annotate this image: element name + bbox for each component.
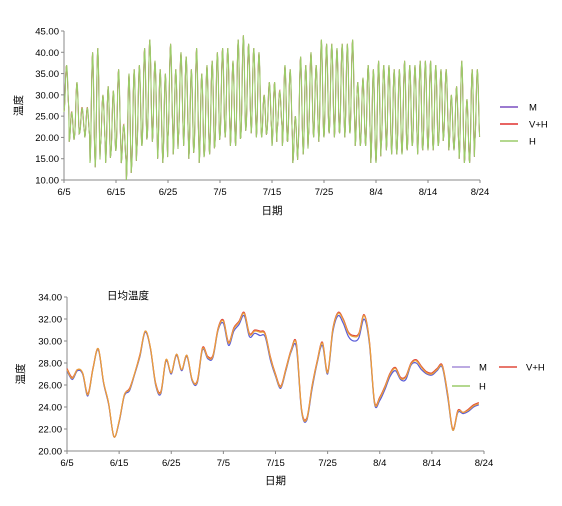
x-tick-label: 7/15 — [263, 187, 282, 198]
y-tick-label: 34.00 — [38, 293, 62, 304]
series-group — [66, 311, 480, 438]
x-tick-label: 8/14 — [419, 187, 438, 198]
y-tick-label: 24.00 — [38, 403, 62, 414]
series-line-h — [66, 312, 480, 438]
series-line-m — [66, 314, 480, 438]
legend-label: V+H — [526, 363, 545, 374]
y-tick-labels: 20.00 22.00 24.00 26.00 28.00 30.00 32.00 34.00 — [38, 293, 67, 458]
series-line-v-h — [66, 311, 480, 438]
y-tick-label: 32.00 — [38, 315, 62, 326]
y-tick-label: 25.00 — [35, 112, 59, 123]
legend-label: H — [529, 137, 536, 148]
x-tick-label: 7/5 — [213, 187, 226, 198]
y-tick-label: 20.00 — [35, 133, 59, 144]
y-tick-label: 40.00 — [35, 48, 59, 59]
x-axis-label: 日期 — [262, 205, 283, 217]
y-tick-labels: 10.00 15.00 20.00 25.00 30.00 35.00 40.00 45.00 — [35, 27, 64, 187]
y-tick-label: 30.00 — [38, 337, 62, 348]
chart-hourly-temperature: 10.00 15.00 20.00 25.00 30.00 35.00 40.00 45.00… — [12, 27, 548, 218]
x-tick-label: 8/4 — [373, 458, 386, 469]
chart-daily-mean-temperature: 日均温度 20.00 22.00 24.00 26.00 28.00 30.00 32.00… — [14, 289, 545, 487]
x-tick-labels: 6/5 6/15 6/25 7/5 7/15 7/25 8/4 8/14 8/24 — [57, 180, 489, 198]
x-tick-labels: 6/5 6/15 6/25 7/5 7/15 7/25 8/4 8/14 8/24 — [60, 451, 493, 469]
y-tick-label: 26.00 — [38, 381, 62, 392]
x-tick-label: 8/24 — [471, 187, 490, 198]
x-tick-label: 7/15 — [266, 458, 285, 469]
series-group — [63, 35, 481, 181]
y-axis-label: 温度 — [12, 95, 25, 116]
legend-label: H — [479, 382, 486, 393]
y-tick-label: 30.00 — [35, 90, 59, 101]
chart-title: 日均温度 — [107, 289, 149, 302]
y-tick-label: 28.00 — [38, 359, 62, 370]
x-tick-label: 8/14 — [423, 458, 442, 469]
x-tick-label: 6/5 — [60, 458, 73, 469]
legend: M V+H H — [500, 103, 548, 148]
x-tick-label: 7/25 — [315, 187, 334, 198]
x-tick-label: 8/24 — [475, 458, 494, 469]
x-tick-label: 6/15 — [110, 458, 129, 469]
y-tick-label: 15.00 — [35, 154, 59, 165]
legend: M V+H H — [452, 363, 545, 393]
y-tick-label: 10.00 — [35, 176, 59, 187]
x-tick-label: 6/25 — [159, 187, 178, 198]
series-line-h — [63, 35, 481, 181]
y-tick-label: 22.00 — [38, 425, 62, 436]
y-tick-label: 20.00 — [38, 447, 62, 458]
y-axis-label: 温度 — [14, 363, 27, 384]
legend-label: M — [529, 103, 537, 114]
legend-label: M — [479, 363, 487, 374]
x-tick-label: 8/4 — [369, 187, 382, 198]
x-tick-label: 6/25 — [162, 458, 181, 469]
x-axis-label: 日期 — [265, 475, 286, 487]
x-tick-label: 7/5 — [217, 458, 230, 469]
y-tick-label: 35.00 — [35, 69, 59, 80]
y-tick-label: 45.00 — [35, 27, 59, 38]
x-tick-label: 6/5 — [57, 187, 70, 198]
x-tick-label: 6/15 — [107, 187, 126, 198]
x-tick-label: 7/25 — [318, 458, 337, 469]
legend-label: V+H — [529, 120, 548, 131]
